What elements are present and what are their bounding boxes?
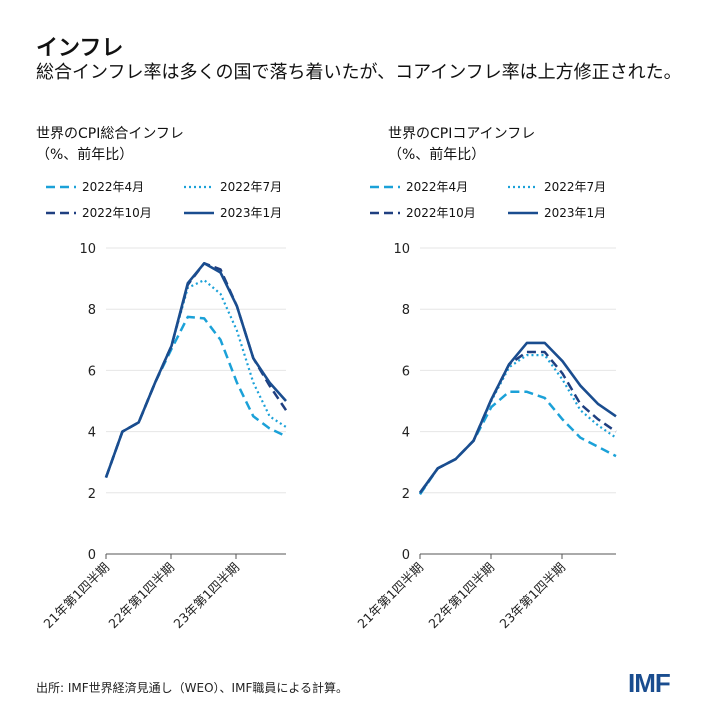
- y-tick-label: 0: [88, 548, 96, 563]
- x-tick-label: 23年第1四半期: [170, 560, 242, 632]
- y-tick-label: 2: [88, 487, 96, 502]
- series-line-2022年4月: [418, 390, 617, 496]
- y-tick-label: 0: [402, 548, 410, 563]
- y-tick-label: 2: [402, 487, 410, 502]
- legend-item: 2022年10月: [46, 204, 152, 221]
- x-tick-label: 21年第1四半期: [40, 560, 112, 632]
- y-tick-label: 10: [79, 242, 96, 257]
- y-tick-label: 8: [88, 303, 96, 318]
- legend-label: 2022年7月: [544, 180, 607, 194]
- chart-1: 0 2 4 6 8 10 21年第1四半期 22年第1四半期 23年第1四半期: [354, 242, 617, 632]
- y-tick-label: 10: [393, 242, 410, 257]
- legend-swatch: [46, 211, 76, 214]
- legend-swatch: [508, 185, 538, 188]
- source-note: 出所: IMF世界経済見通し（WEO）、IMF職員による計算。: [36, 681, 348, 695]
- y-tick-label: 6: [402, 364, 410, 379]
- y-tick-label: 4: [402, 426, 410, 441]
- legend-item: 2023年1月: [508, 204, 606, 221]
- x-tick-label: 21年第1四半期: [354, 560, 426, 632]
- chart-title: 世界のCPI総合インフレ: [36, 126, 184, 142]
- legend-swatch: [370, 185, 400, 188]
- series-line-2022年10月: [418, 350, 617, 494]
- chart-title: 世界のCPIコアインフレ: [388, 126, 536, 142]
- legend-swatch: [46, 185, 76, 188]
- legend-swatch: [184, 185, 214, 188]
- series-line-2022年7月: [104, 279, 287, 478]
- legend-label: 2023年1月: [220, 206, 283, 220]
- chart-unit: （%、前年比）: [388, 147, 486, 163]
- y-tick-label: 8: [402, 303, 410, 318]
- series-line-2023年1月: [104, 261, 287, 478]
- chart-unit: （%、前年比）: [36, 147, 134, 163]
- page-title: インフレ: [36, 36, 124, 61]
- legend-item: 2022年4月: [370, 178, 468, 195]
- x-tick-label: 22年第1四半期: [425, 560, 497, 632]
- legend-label: 2022年7月: [220, 180, 283, 194]
- legend-item: 2022年4月: [46, 178, 144, 195]
- legend-item: 2022年7月: [508, 178, 606, 195]
- chart-title-core: 世界のCPIコアインフレ （%、前年比）: [388, 124, 535, 166]
- legend-label: 2022年10月: [82, 206, 152, 220]
- legend-item: 2022年10月: [370, 204, 476, 221]
- series-line-2022年7月: [419, 354, 617, 495]
- x-tick-label: 22年第1四半期: [105, 560, 177, 632]
- chart-title-headline: 世界のCPI総合インフレ （%、前年比）: [36, 124, 184, 166]
- series-line-2022年4月: [104, 315, 287, 478]
- y-tick-label: 4: [88, 426, 96, 441]
- legend-swatch: [370, 211, 400, 214]
- legend-label: 2022年4月: [406, 180, 469, 194]
- x-tick-label: 23年第1四半期: [496, 560, 568, 632]
- legend-item: 2023年1月: [184, 204, 282, 221]
- page-subtitle: 総合インフレ率は多くの国で落ち着いたが、コアインフレ率は上方修正された。: [36, 62, 682, 83]
- legend-swatch: [184, 211, 214, 214]
- legend-label: 2023年1月: [544, 206, 607, 220]
- legend-label: 2022年10月: [406, 206, 476, 220]
- legend-item: 2022年7月: [184, 178, 282, 195]
- imf-logo: IMF: [628, 668, 671, 698]
- series-line-2023年1月: [418, 341, 617, 494]
- legend-label: 2022年4月: [82, 180, 145, 194]
- legend-swatch: [508, 211, 538, 214]
- y-tick-label: 6: [88, 364, 96, 379]
